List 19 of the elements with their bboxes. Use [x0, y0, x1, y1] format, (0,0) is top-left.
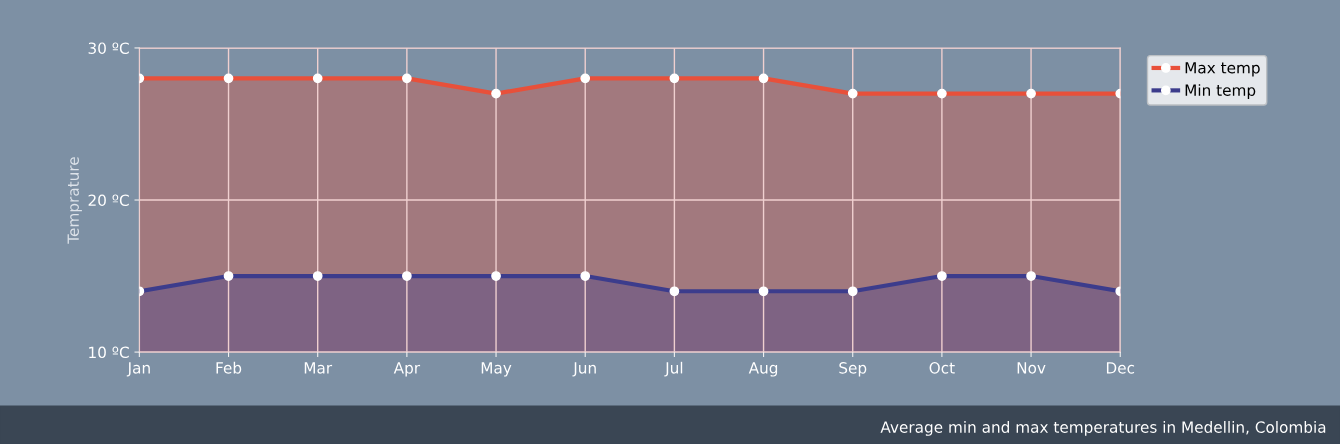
- x-tick-label: Dec: [1106, 362, 1135, 374]
- x-tick-label: Jun: [572, 362, 596, 377]
- x-tick-label: Jan: [126, 362, 150, 377]
- x-tick-label: May: [481, 362, 512, 377]
- text: Average min and max temperatures in Medellin, Colombia: [880, 421, 1326, 436]
- x-tick-label: Aug: [748, 362, 778, 377]
- y-tick-label: 10 ºC: [89, 346, 129, 359]
- x-tick-label: Feb: [216, 361, 242, 374]
- y-tick-label: 20 ºC: [88, 194, 129, 207]
- x-tick-label: Sep: [839, 362, 867, 377]
- x-tick-label: Apr: [393, 362, 421, 377]
- legend-label: Max temp: [1185, 62, 1260, 77]
- y-axis-title: Temprature: [67, 157, 82, 244]
- x-tick-label: Oct: [929, 362, 955, 374]
- y-tick-label: 30 ºC: [88, 42, 129, 54]
- x-tick-label: Nov: [1017, 362, 1046, 374]
- x-tick-label: Mar: [304, 362, 333, 374]
- x-tick-label: Jul: [664, 361, 683, 377]
- legend-label: Min temp: [1185, 84, 1256, 99]
